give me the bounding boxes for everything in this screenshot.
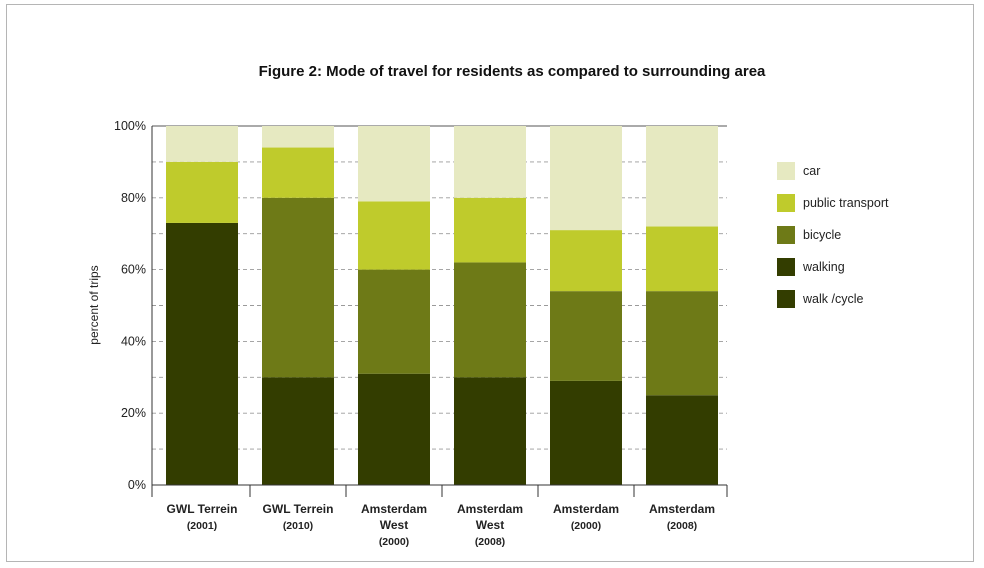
bar-segment: [646, 126, 718, 227]
x-category-label: West: [380, 518, 408, 532]
bar-segment: [646, 226, 718, 292]
x-categories: GWL Terrein (2001) GWL Terrein (2010) Amster…: [167, 502, 715, 548]
grid-lines: [152, 125, 727, 450]
bar-segment: [454, 262, 526, 378]
legend-swatch: [777, 258, 795, 276]
legend-swatch: [777, 162, 795, 180]
bar-segment: [358, 126, 430, 202]
x-category-label: (2008): [667, 520, 697, 532]
x-category-label: (2000): [379, 536, 409, 548]
x-category-label: Amsterdam: [649, 502, 715, 516]
bar-segment: [454, 197, 526, 263]
y-tick-label: 0%: [128, 478, 146, 492]
bar-segment: [358, 201, 430, 270]
legend-label: public transport: [803, 196, 889, 210]
bar-segment: [454, 377, 526, 485]
legend-label: walking: [802, 260, 845, 274]
bar-segment: [358, 373, 430, 485]
x-category-label: GWL Terrein: [167, 502, 238, 516]
x-category-label: Amsterdam: [457, 502, 523, 516]
y-ticks: 0% 20% 40% 60% 80% 100%: [114, 119, 146, 492]
bar-segment: [358, 269, 430, 374]
bar-segment: [454, 126, 526, 198]
bar-segment: [262, 377, 334, 485]
bar-segment: [262, 147, 334, 198]
x-category-label: (2000): [571, 520, 601, 532]
y-tick-label: 40%: [121, 334, 146, 348]
bar-segment: [646, 395, 718, 485]
bars: [166, 126, 718, 485]
chart-title: Figure 2: Mode of travel for residents a…: [259, 63, 766, 80]
x-category-label: (2001): [187, 520, 217, 532]
bar-segment: [550, 291, 622, 381]
bar-segment: [646, 291, 718, 396]
legend-label: bicycle: [803, 228, 841, 242]
legend-label: car: [803, 164, 820, 178]
x-category-label: West: [476, 518, 504, 532]
y-tick-label: 80%: [121, 191, 146, 205]
legend-label: walk /cycle: [802, 292, 863, 306]
bar-segment: [166, 222, 238, 485]
bar-segment: [166, 161, 238, 223]
axes: [151, 126, 728, 497]
y-tick-label: 20%: [121, 406, 146, 420]
bar-segment: [262, 126, 334, 148]
bar-segment: [166, 126, 238, 162]
x-category-label: Amsterdam: [361, 502, 427, 516]
x-category-label: (2008): [475, 536, 505, 548]
x-category-label: Amsterdam: [553, 502, 619, 516]
bar-segment: [550, 126, 622, 231]
y-tick-label: 60%: [121, 263, 146, 277]
legend: car public transport bicycle walking walk /c…: [777, 162, 889, 308]
y-axis-label: percent of trips: [87, 265, 101, 344]
x-category-label: (2010): [283, 520, 313, 532]
bar-segment: [550, 230, 622, 292]
legend-swatch: [777, 226, 795, 244]
bar-segment: [262, 197, 334, 378]
bar-segment: [550, 380, 622, 485]
y-tick-label: 100%: [114, 119, 146, 133]
legend-swatch: [777, 194, 795, 212]
x-category-label: GWL Terrein: [263, 502, 334, 516]
legend-swatch: [777, 290, 795, 308]
figure-frame: [6, 4, 974, 562]
